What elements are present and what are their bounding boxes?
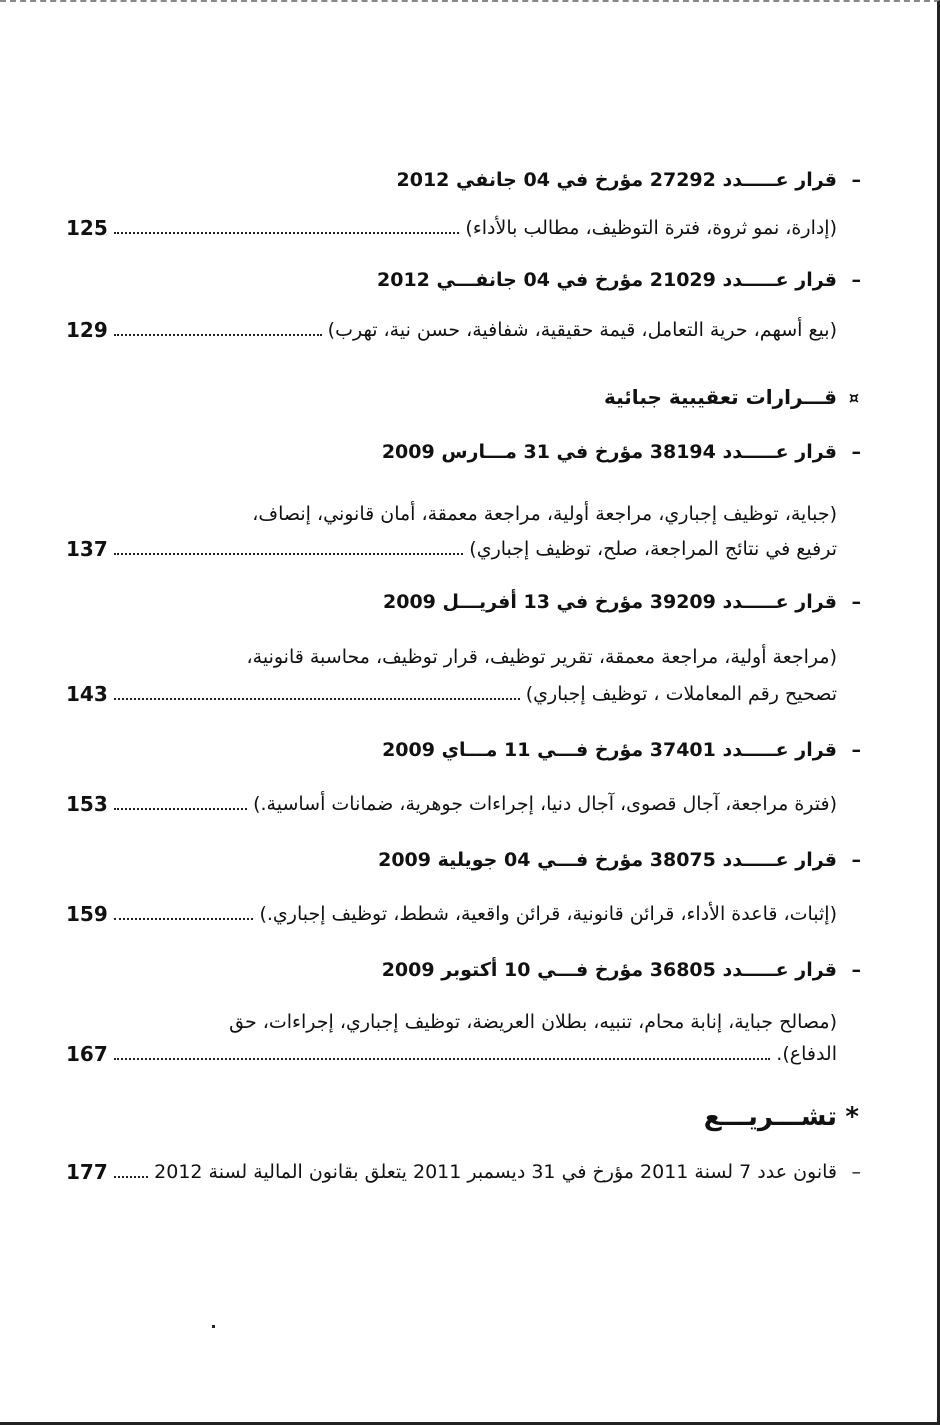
entry-description: الدفاع).	[776, 1043, 837, 1065]
section-title: تشـــريـــع	[66, 1101, 859, 1133]
entry-heading: قرار عـــــدد 38075 مؤرخ فـــي 04 جويلية…	[378, 849, 837, 871]
entry-heading-row: قرار عـــــدد 38075 مؤرخ فـــي 04 جويلية…	[66, 844, 861, 876]
dot-leader	[113, 918, 254, 920]
entry-description: تصحيح رقم المعاملات ، توظيف إجباري)	[525, 683, 837, 705]
speck	[212, 1325, 215, 1328]
dot-leader	[113, 232, 460, 234]
entry-description-row: (جباية، توظيف إجباري، مراجعة أولية، مراج…	[66, 498, 837, 530]
entry-heading: قرار عـــــدد 38194 مؤرخ في 31 مـــارس 2…	[381, 441, 837, 463]
dot-leader	[113, 1058, 771, 1060]
entry-description-row: (بيع أسهم، حرية التعامل، قيمة حقيقية، شف…	[66, 314, 837, 346]
entry-heading-row: قرار عـــــدد 36805 مؤرخ فـــي 10 أكتوبر…	[66, 954, 861, 986]
dot-leader	[113, 698, 520, 700]
entry-description: (مصالح جباية، إنابة محام، تنبيه، بطلان ا…	[229, 1011, 837, 1033]
entry-description: ترفيع في نتائج المراجعة، صلح، توظيف إجبا…	[469, 538, 837, 560]
entry-heading-row: قرار عـــــدد 21029 مؤرخ في 04 جانفـــي …	[66, 264, 861, 296]
section-title: قـــرارات تعقيبية جبائية	[66, 381, 859, 413]
page-number: 167	[66, 1042, 108, 1066]
entry-description: (مراجعة أولية، مراجعة معمقة، تقرير توظيف…	[246, 646, 837, 668]
entry-heading: قرار عـــــدد 36805 مؤرخ فـــي 10 أكتوبر…	[381, 959, 837, 981]
section-title-text: تشـــريـــع	[703, 1102, 837, 1132]
page-number: 177	[66, 1160, 108, 1184]
entry-description-row: تصحيح رقم المعاملات ، توظيف إجباري) 143	[66, 678, 837, 710]
entry-description-row: قانون عدد 7 لسنة 2011 مؤرخ في 31 ديسمبر …	[66, 1156, 861, 1188]
page-number: 143	[66, 682, 108, 706]
entry-description: (إدارة، نمو ثروة، فترة التوظيف، مطالب با…	[465, 217, 837, 239]
entry-description: (إثبات، قاعدة الأداء، قرائن قانونية، قرا…	[259, 903, 837, 925]
entry-description: (جباية، توظيف إجباري، مراجعة أولية، مراج…	[252, 503, 837, 525]
entry-heading-row: قرار عـــــدد 38194 مؤرخ في 31 مـــارس 2…	[66, 436, 861, 468]
entry-heading: قرار عـــــدد 37401 مؤرخ فـــي 11 مـــاي…	[382, 739, 837, 761]
entry-description-row: ترفيع في نتائج المراجعة، صلح، توظيف إجبا…	[66, 533, 837, 565]
entry-description: (فترة مراجعة، آجال قصوى، آجال دنيا، إجرا…	[253, 793, 837, 815]
dot-leader	[113, 1176, 149, 1178]
entry-heading: قرار عـــــدد 39209 مؤرخ في 13 أفريـــل …	[383, 591, 837, 613]
entry-description-row: (إثبات، قاعدة الأداء، قرائن قانونية، قرا…	[66, 898, 837, 930]
entry-heading: قرار عـــــدد 27292 مؤرخ في 04 جانفي 201…	[396, 169, 838, 191]
entry-heading-row: قرار عـــــدد 37401 مؤرخ فـــي 11 مـــاي…	[66, 734, 861, 766]
page-number: 137	[66, 537, 108, 561]
entry-description-row: (مصالح جباية، إنابة محام، تنبيه، بطلان ا…	[66, 1006, 837, 1038]
entry-description: قانون عدد 7 لسنة 2011 مؤرخ في 31 ديسمبر …	[154, 1161, 837, 1183]
page-number: 159	[66, 902, 108, 926]
section-title-text: قـــرارات تعقيبية جبائية	[604, 385, 837, 409]
entry-description-row: (إدارة، نمو ثروة، فترة التوظيف، مطالب با…	[66, 212, 837, 244]
entry-description-row: الدفاع). 167	[66, 1038, 837, 1070]
dot-leader	[113, 553, 464, 555]
entry-description-row: (مراجعة أولية، مراجعة معمقة، تقرير توظيف…	[66, 641, 837, 673]
entry-heading-row: قرار عـــــدد 27292 مؤرخ في 04 جانفي 201…	[66, 164, 862, 196]
page-number: 153	[66, 792, 108, 816]
entry-heading: قرار عـــــدد 21029 مؤرخ في 04 جانفـــي …	[377, 269, 837, 291]
dot-leader	[113, 808, 248, 810]
page-number: 129	[66, 318, 108, 342]
entry-heading-row: قرار عـــــدد 39209 مؤرخ في 13 أفريـــل …	[66, 586, 861, 618]
entry-description-row: (فترة مراجعة، آجال قصوى، آجال دنيا، إجرا…	[66, 788, 837, 820]
page-number: 125	[66, 216, 108, 240]
entry-description: (بيع أسهم، حرية التعامل، قيمة حقيقية، شف…	[327, 319, 837, 341]
dot-leader	[113, 334, 322, 336]
